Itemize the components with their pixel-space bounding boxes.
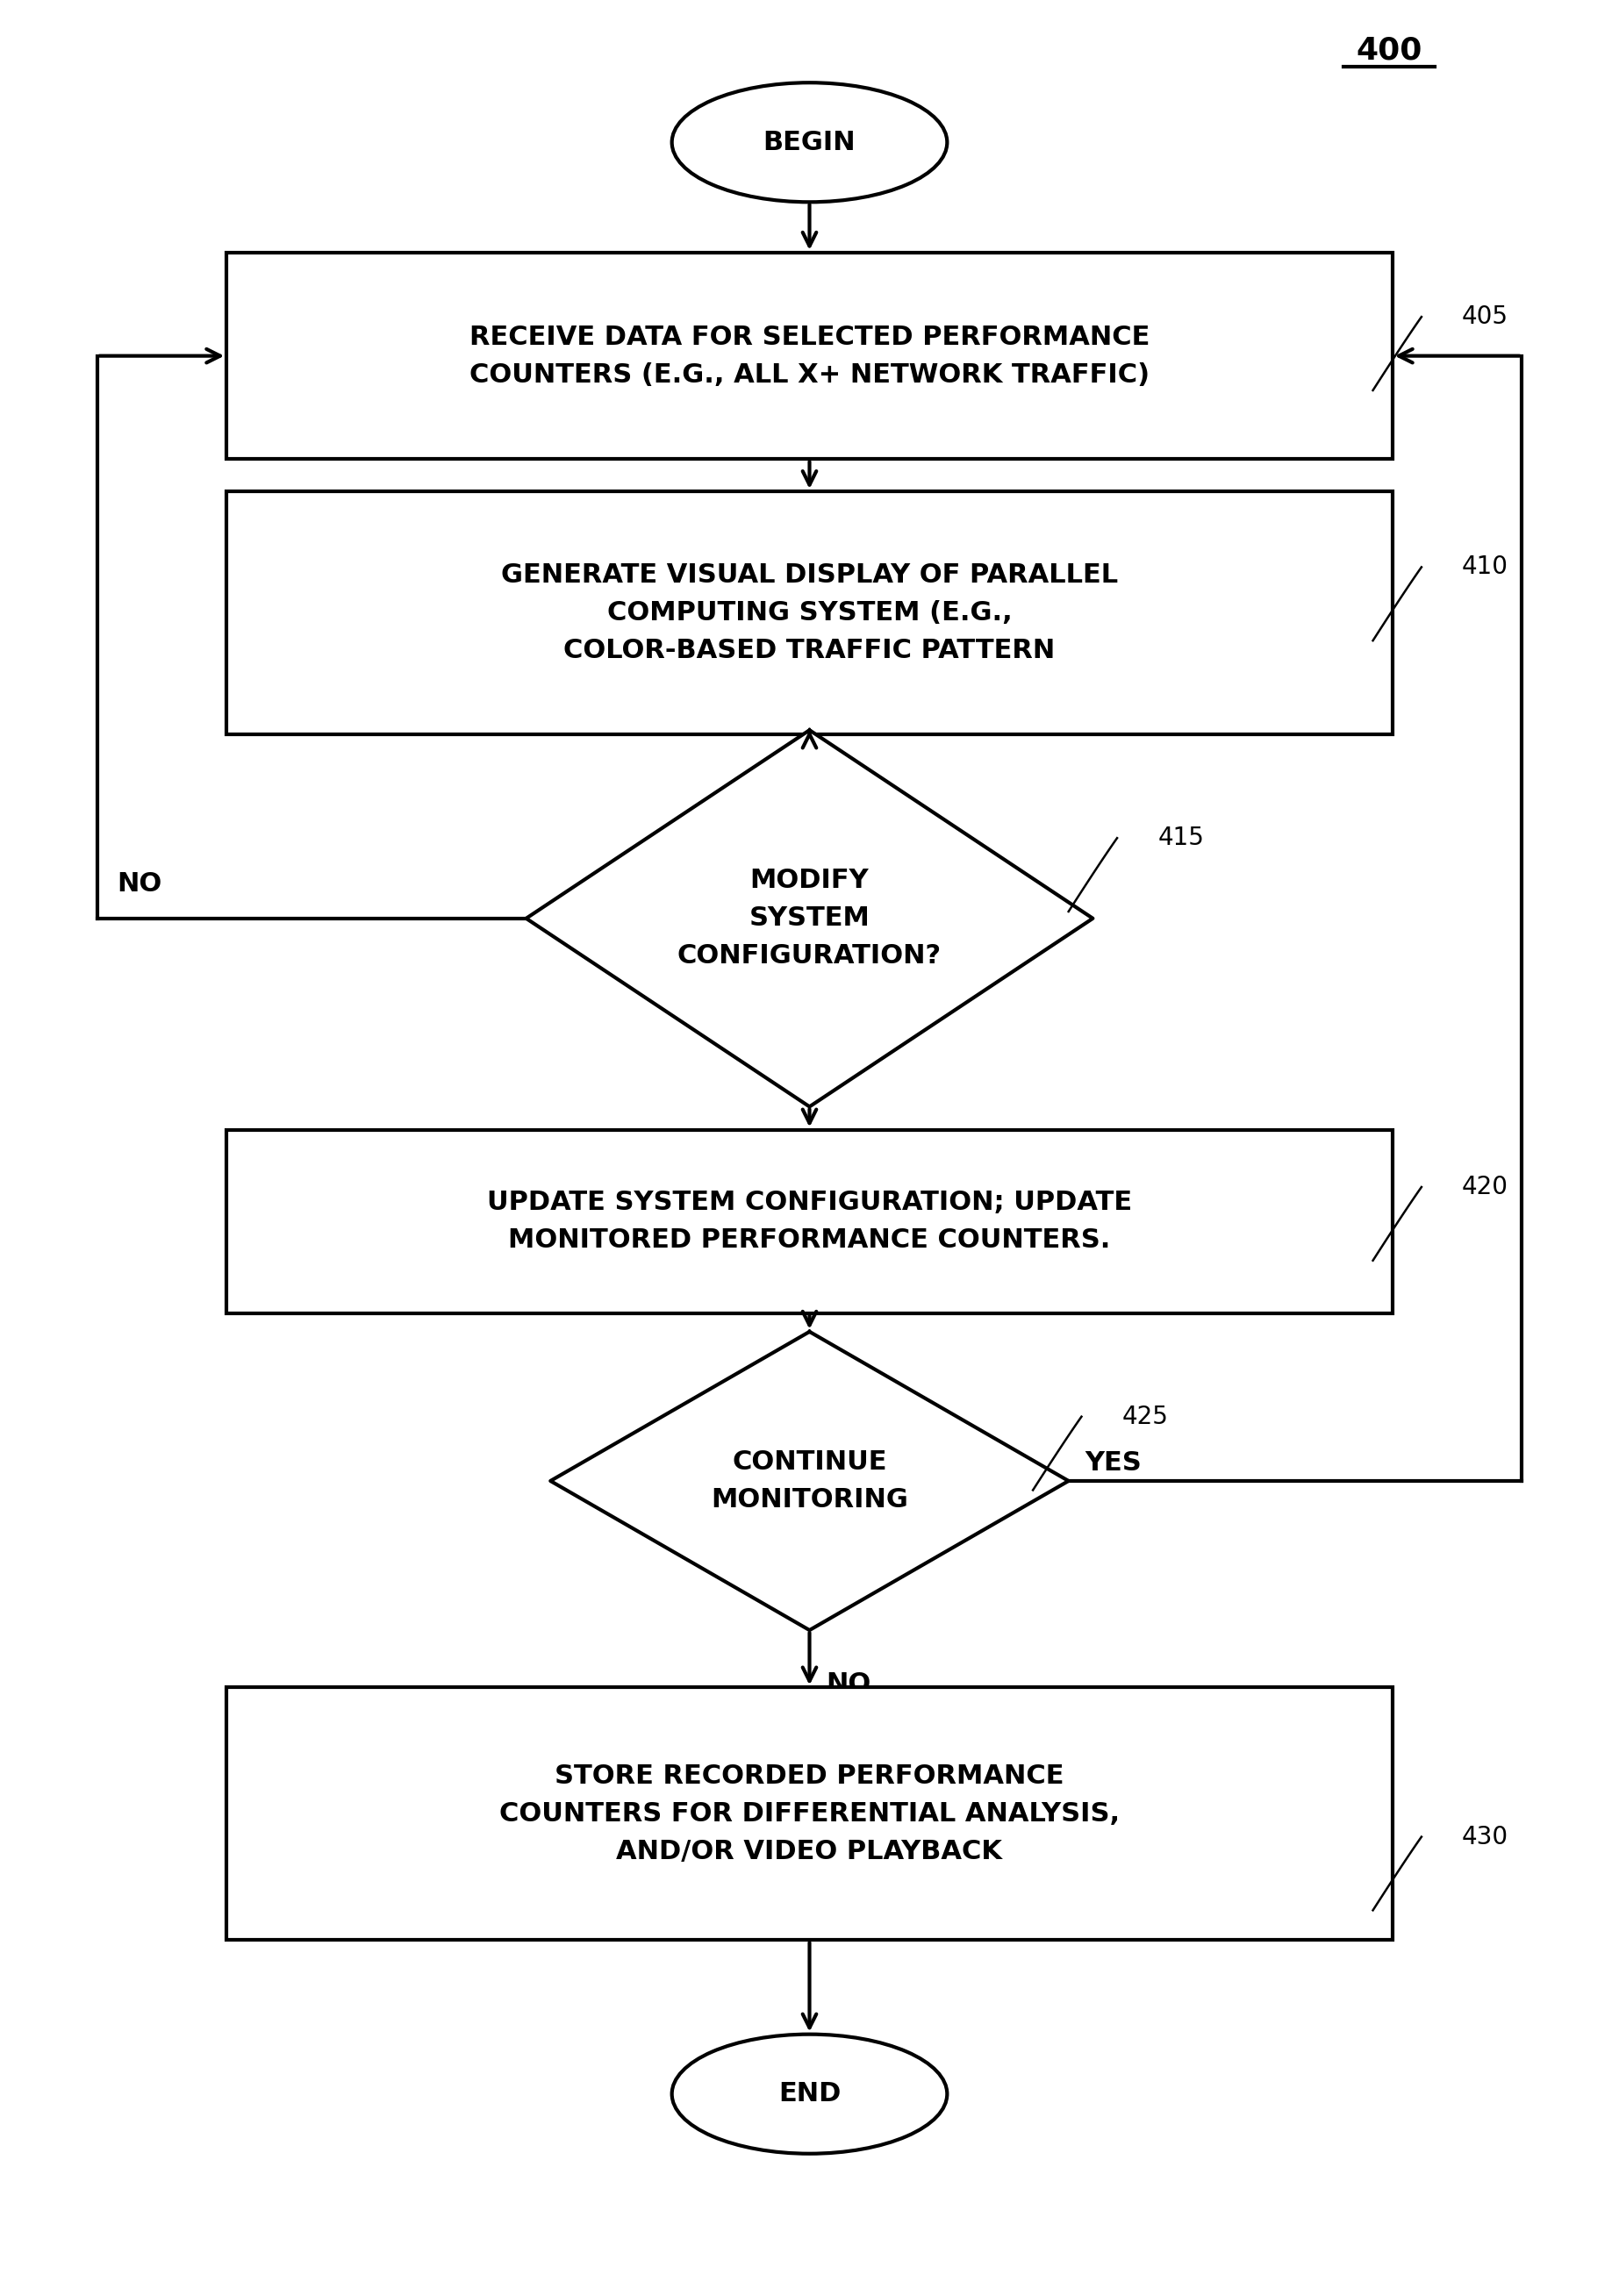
Text: 410: 410 [1462,556,1509,579]
Bar [227,1688,1392,1940]
Text: CONTINUE
MONITORING: CONTINUE MONITORING [711,1449,908,1513]
Text: NO: NO [117,870,162,898]
Text: MODIFY
SYSTEM
CONFIGURATION?: MODIFY SYSTEM CONFIGURATION? [677,868,942,969]
Text: NO: NO [826,1671,871,1697]
Text: RECEIVE DATA FOR SELECTED PERFORMANCE
COUNTERS (E.G., ALL X+ NETWORK TRAFFIC): RECEIVE DATA FOR SELECTED PERFORMANCE CO… [470,324,1149,388]
Bar [227,253,1392,459]
Text: 425: 425 [1122,1405,1169,1428]
Text: BEGIN: BEGIN [763,129,856,156]
Bar [227,491,1392,735]
Ellipse shape [672,83,947,202]
Text: 405: 405 [1462,305,1509,328]
Polygon shape [550,1332,1069,1630]
Text: 400: 400 [1357,37,1421,64]
Text: GENERATE VISUAL DISPLAY OF PARALLEL
COMPUTING SYSTEM (E.G.,
COLOR-BASED TRAFFIC : GENERATE VISUAL DISPLAY OF PARALLEL COMP… [500,563,1119,664]
Text: 415: 415 [1158,827,1205,850]
Ellipse shape [672,2034,947,2154]
Text: 430: 430 [1462,1825,1509,1848]
Text: END: END [779,2080,840,2108]
Text: UPDATE SYSTEM CONFIGURATION; UPDATE
MONITORED PERFORMANCE COUNTERS.: UPDATE SYSTEM CONFIGURATION; UPDATE MONI… [487,1189,1132,1254]
Text: 420: 420 [1462,1176,1509,1199]
Text: YES: YES [826,1153,882,1178]
Text: STORE RECORDED PERFORMANCE
COUNTERS FOR DIFFERENTIAL ANALYSIS,
AND/OR VIDEO PLAY: STORE RECORDED PERFORMANCE COUNTERS FOR … [499,1763,1120,1864]
Bar [227,1130,1392,1313]
Text: YES: YES [1085,1449,1141,1476]
Polygon shape [526,730,1093,1107]
